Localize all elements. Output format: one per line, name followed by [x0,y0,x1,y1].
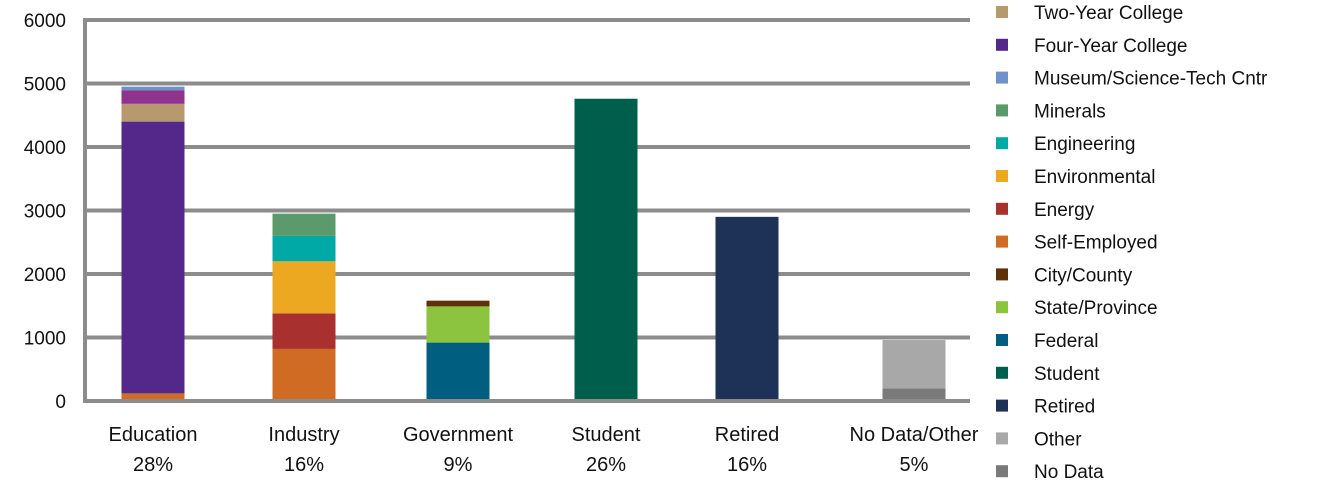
legend-label: Student [1034,364,1100,385]
legend-label: Minerals [1034,101,1106,122]
legend-swatch [996,104,1008,117]
bar-segment [272,261,336,314]
y-tick-label: 6000 [24,11,66,32]
bar-segment [272,213,336,236]
legend-label: Environmental [1034,167,1155,188]
bar-segment [121,86,185,91]
legend-swatch [996,202,1008,215]
gridlines [85,18,970,340]
legend-label: City/County [1034,265,1133,286]
y-tick-label: 0 [55,392,66,413]
legend: Two-Year College Four-Year College Museum/… [996,3,1268,483]
legend-swatch [996,170,1008,182]
bar-segment [574,98,638,402]
legend-label: Energy [1034,200,1095,221]
x-category-label: Education [109,424,198,446]
legend-swatch [996,137,1008,150]
y-tick-label: 1000 [24,329,66,350]
legend-label: Four-Year College [1034,36,1188,57]
legend-label: Retired [1034,397,1095,418]
legend-label: State/Province [1034,298,1158,319]
x-category-percent: 26% [586,454,626,476]
legend-swatch [996,6,1008,18]
bar-segment [715,216,779,401]
legend-swatch [996,301,1008,314]
legend-swatch [996,399,1008,412]
y-tick-label: 4000 [24,138,66,159]
legend-label: Other [1034,429,1082,450]
bar-segment [272,313,336,349]
bar-segment [121,90,185,104]
bar-segment [121,393,185,401]
x-category-percent: 5% [900,454,929,476]
legend-label: Self-Employed [1034,233,1158,254]
legend-swatch [996,465,1008,478]
legend-swatch [996,334,1008,346]
x-category-label: Government [403,424,513,446]
x-category-label: Industry [268,424,339,446]
legend-label: Museum/Science-Tech Cntr [1034,69,1268,90]
x-category-percent: 16% [727,454,767,476]
x-category-label: Student [572,424,641,446]
bar-segment [882,340,946,389]
y-tick-label: 5000 [24,75,66,96]
x-category-label: No Data/Other [850,424,979,446]
legend-swatch [996,235,1008,248]
legend-label: No Data [1034,462,1104,483]
legend-swatch [996,71,1008,84]
legend-label: Two-Year College [1034,3,1183,24]
bar-segment [426,306,490,343]
x-category-percent: 9% [444,454,473,476]
bar-segment [272,348,336,401]
legend-swatch [996,268,1008,281]
x-category-percent: 28% [133,454,173,476]
y-tick-label: 3000 [24,202,66,223]
axes: 0 1000 2000 3000 4000 5000 6000 Education 28% Ind… [24,11,979,476]
legend-swatch [996,38,1008,51]
bars [121,86,946,402]
y-tick-label: 2000 [24,265,66,286]
bar-segment [882,388,946,401]
bar-segment [121,121,185,394]
bar-segment [426,342,490,401]
x-category-percent: 16% [284,454,324,476]
legend-swatch [996,432,1008,445]
bar-segment [426,300,490,307]
bar-segment [121,103,185,122]
x-category-label: Retired [715,424,779,446]
legend-label: Federal [1034,331,1098,352]
bar-segment [272,235,336,262]
legend-swatch [996,366,1008,379]
legend-label: Engineering [1034,134,1135,155]
